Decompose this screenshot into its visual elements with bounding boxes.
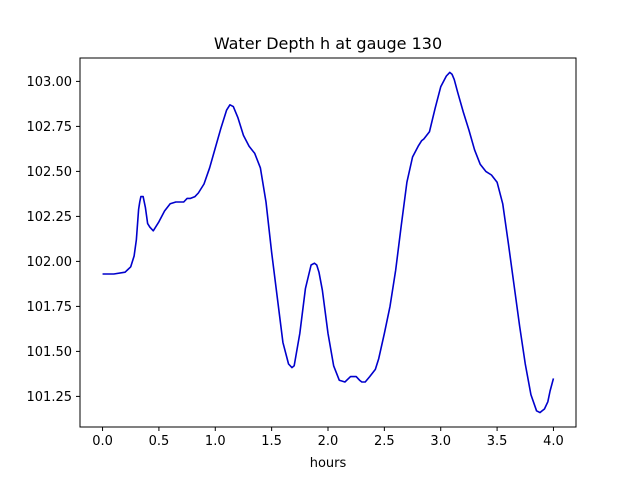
- y-tick-label: 102.50: [27, 165, 73, 180]
- y-tick-label: 102.25: [27, 210, 73, 225]
- chart-title: Water Depth h at gauge 130: [214, 34, 442, 53]
- x-axis: 0.0 0.5 1.0 1.5 2.0 2.5 3.0 3.5 4.0: [92, 427, 564, 449]
- x-tick-label: 1.0: [205, 434, 226, 449]
- x-tick-label: 1.5: [261, 434, 282, 449]
- x-tick-label: 2.5: [374, 434, 395, 449]
- series-line-0: [102, 71, 555, 414]
- x-tick-label: 0.5: [149, 434, 170, 449]
- x-axis-label: hours: [310, 456, 347, 471]
- axes-frame: [79, 57, 577, 428]
- x-tick-label: 3.5: [487, 434, 508, 449]
- plot-area: [79, 57, 577, 428]
- y-tick-label: 101.75: [27, 300, 73, 315]
- y-tick-label: 102.75: [27, 120, 73, 135]
- x-tick-label: 2.0: [318, 434, 339, 449]
- y-tick-label: 102.00: [27, 255, 73, 270]
- y-tick-label: 103.00: [27, 75, 73, 90]
- x-tick-label: 3.0: [430, 434, 451, 449]
- y-axis: 101.25 101.50 101.75 102.00 102.25 102.50 102.…: [27, 75, 80, 405]
- y-tick-label: 101.50: [27, 345, 73, 360]
- x-tick-label: 4.0: [543, 434, 564, 449]
- y-tick-label: 101.25: [27, 390, 73, 405]
- x-tick-label: 0.0: [92, 434, 113, 449]
